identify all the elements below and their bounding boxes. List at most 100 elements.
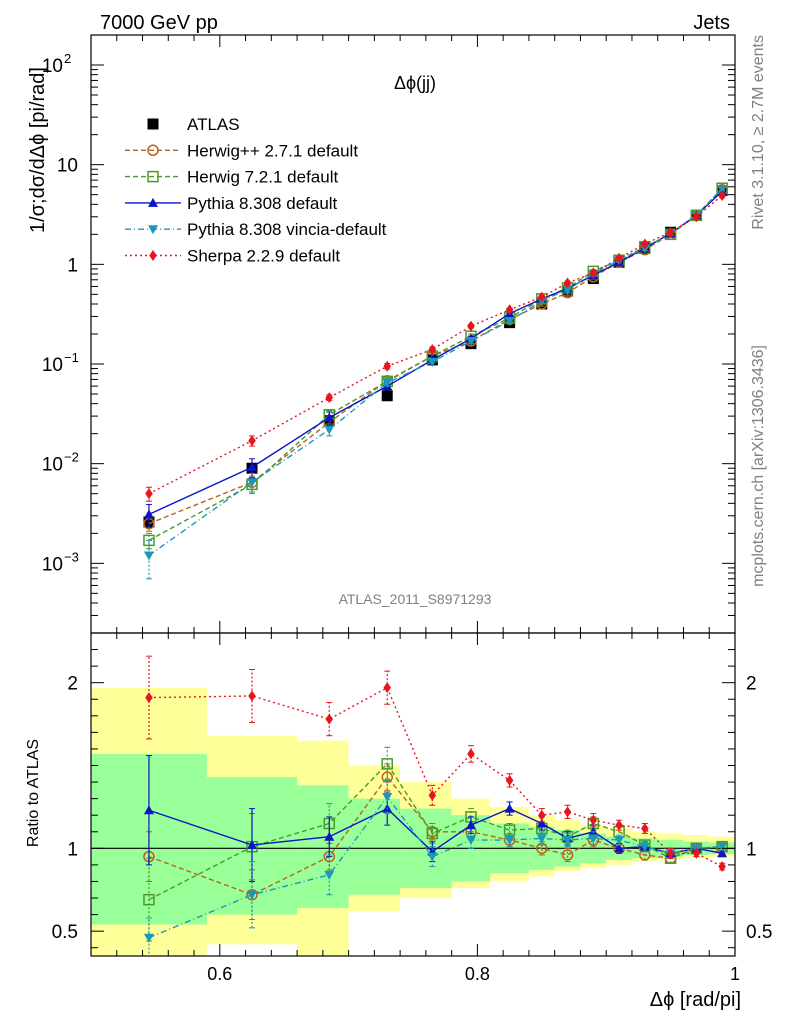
y-tick-label: 10	[42, 455, 63, 476]
data-point	[614, 836, 625, 846]
legend-label: Sherpa 2.2.9 default	[187, 247, 340, 266]
data-point	[615, 819, 623, 831]
ratio-series-4	[145, 655, 726, 873]
series-line	[148, 188, 723, 557]
data-point	[143, 805, 154, 815]
band-green-bin	[297, 785, 349, 908]
data-point	[247, 840, 257, 850]
data-point	[325, 392, 334, 404]
data-point	[247, 890, 257, 900]
ratio-y-tick-label-left: 2	[67, 674, 78, 695]
ratio-y-tick-label-left: 1	[67, 839, 78, 860]
ratio-y-tick-label-right: 1	[746, 839, 757, 860]
ratio-y-tick-label-left: 0.5	[52, 922, 78, 943]
data-point	[143, 551, 154, 561]
mcplots-label: mcplots.cern.ch [arXiv:1306.3436]	[750, 345, 767, 587]
series-line	[148, 686, 723, 868]
data-point	[465, 836, 476, 846]
y-tick-label: 10	[42, 355, 63, 376]
y-tick-label: 1	[67, 255, 78, 276]
data-point	[145, 692, 153, 704]
data-point	[427, 852, 438, 862]
data-point	[505, 774, 514, 786]
data-point	[717, 185, 728, 195]
data-point	[467, 320, 475, 332]
series-line	[148, 189, 723, 525]
data-point	[717, 842, 728, 852]
rivet-version-label: Rivet 3.1.10, ≥ 2.7M events	[750, 35, 767, 230]
data-point	[143, 933, 154, 943]
legend-label: Pythia 8.308 default	[187, 194, 338, 213]
y-tick-exponent: −3	[64, 549, 79, 564]
x-tick-label: 0.6	[207, 964, 232, 984]
data-point	[465, 820, 476, 830]
data-point	[692, 847, 701, 859]
ratio-frame	[90, 632, 736, 957]
legend-marker	[147, 170, 159, 183]
data-point	[538, 809, 546, 821]
data-point	[718, 190, 726, 202]
data-point	[467, 748, 475, 760]
header-left: 7000 GeV pp	[100, 12, 218, 34]
data-point	[641, 238, 649, 250]
data-point	[426, 827, 439, 840]
legend-marker	[147, 144, 159, 157]
data-point	[248, 435, 256, 447]
y-tick-label: 10	[42, 554, 63, 575]
legend: ATLAS Herwig++ 2.7.1 default Herwig 7.2.1 …	[125, 115, 387, 266]
data-point	[589, 814, 598, 826]
data-point	[145, 488, 153, 500]
data-point	[324, 412, 335, 422]
data-point	[324, 870, 335, 880]
data-point	[324, 425, 335, 435]
ratio-series-group	[143, 655, 728, 956]
data-point	[503, 824, 516, 836]
data-point	[381, 758, 393, 770]
data-point	[562, 285, 573, 295]
legend-entry-0: ATLAS	[147, 115, 240, 134]
header-right: Jets	[693, 12, 730, 34]
data-point	[381, 390, 393, 402]
series-line	[148, 775, 723, 896]
data-point	[143, 509, 154, 519]
data-point	[504, 317, 515, 327]
main-plot-title: Δϕ(jj)	[394, 73, 436, 93]
data-point	[505, 304, 514, 316]
main-plot-area	[143, 182, 728, 580]
series-line	[148, 795, 723, 939]
data-point	[383, 360, 391, 372]
data-point	[563, 806, 572, 818]
y-tick-exponent: −2	[64, 450, 79, 465]
data-point	[614, 843, 625, 853]
data-point	[247, 462, 257, 472]
y-tick-label: 10	[57, 156, 78, 177]
x-tick-label: 0.8	[465, 964, 490, 984]
legend-entry-1: Herwig++ 2.7.1 default	[125, 141, 358, 160]
data-point	[382, 792, 393, 802]
legend-label: ATLAS	[187, 115, 240, 134]
legend-marker	[148, 225, 158, 235]
data-point	[666, 226, 675, 238]
main-series-group	[143, 182, 728, 580]
data-point	[615, 252, 623, 264]
main-y-axis-label: 1/σ;dσ/dΔϕ [pi/rad]	[27, 67, 49, 233]
data-point	[538, 291, 546, 303]
data-point	[504, 836, 515, 846]
data-point	[465, 337, 476, 347]
y-tick-exponent: 2	[64, 51, 71, 66]
data-point	[536, 818, 547, 828]
data-point	[428, 343, 437, 355]
legend-marker	[148, 197, 158, 207]
data-point	[383, 682, 391, 694]
data-point	[428, 789, 437, 801]
legend-entry-5: Sherpa 2.2.9 default	[125, 247, 340, 266]
legend-label: Pythia 8.308 vincia-default	[187, 220, 387, 239]
data-point	[536, 834, 547, 844]
legend-label: Herwig 7.2.1 default	[187, 168, 338, 187]
data-point	[563, 277, 572, 289]
main-series-5	[145, 190, 726, 502]
data-point	[325, 713, 334, 725]
uncertainty-bands	[91, 687, 735, 956]
